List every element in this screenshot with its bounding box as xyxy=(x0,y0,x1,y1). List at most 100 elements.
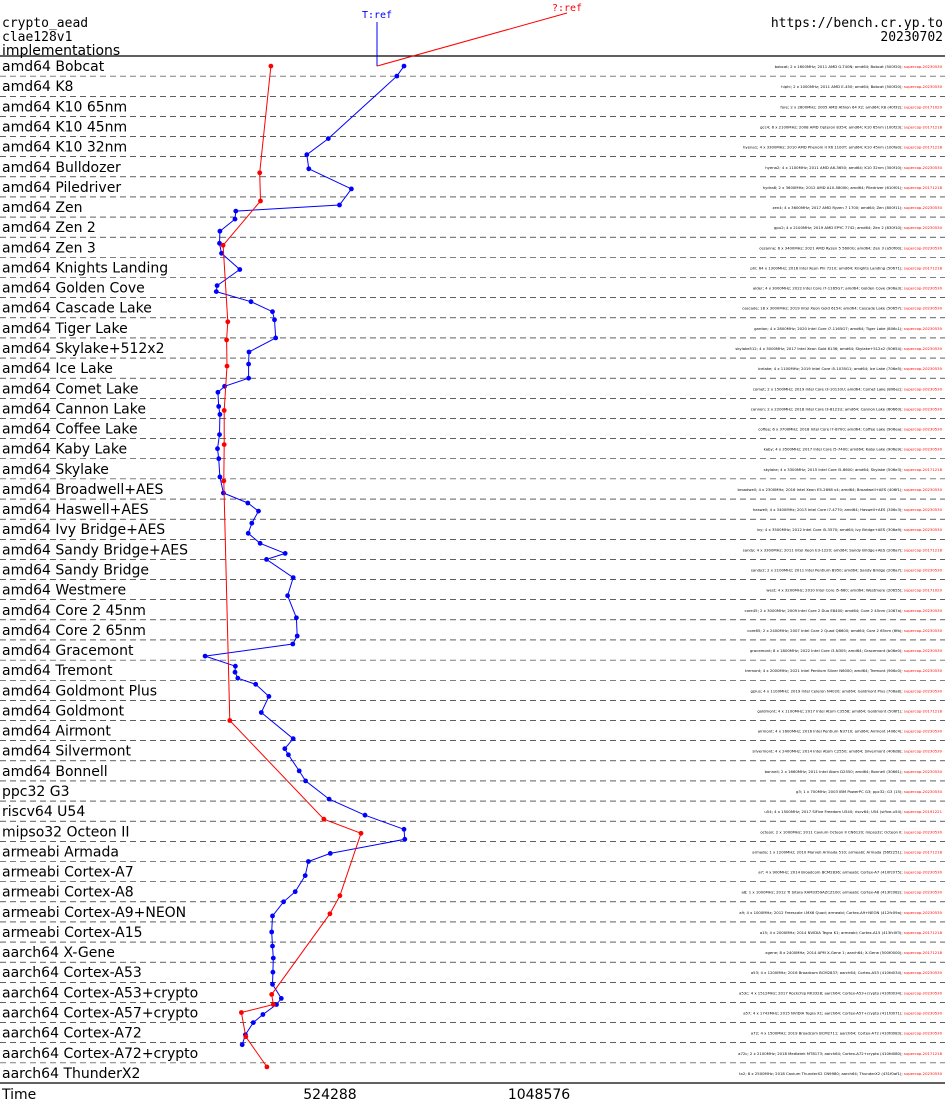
row-label: armeabi Cortex-A9+NEON xyxy=(2,905,186,921)
row-note: tx2; 8 x 2500MHz; 2018 Cavium ThunderX2 … xyxy=(739,1071,942,1076)
row-label: amd64 K10 65nm xyxy=(2,99,127,115)
x-tick-label-2: 1048576 xyxy=(508,1087,570,1103)
data-point xyxy=(258,198,263,204)
row-label: amd64 Goldmont Plus xyxy=(2,683,157,699)
row-note-version: supercop-20230530 xyxy=(904,769,943,774)
data-point xyxy=(269,929,275,935)
data-point xyxy=(401,826,407,832)
row-note: g3; 1 x 700MHz; 2003 IBM PowerPC G3; ppc… xyxy=(796,789,943,794)
data-point xyxy=(296,768,302,774)
data-point xyxy=(215,446,220,452)
data-point xyxy=(272,317,277,323)
row-note: a7; 4 x 900MHz; 2014 Broadcom BCM2836; a… xyxy=(758,870,942,875)
x-axis: Time 524288 1048576 xyxy=(1,1087,570,1103)
data-point xyxy=(401,63,407,69)
row-note-version: supercop-20230530 xyxy=(904,165,943,170)
row-label: amd64 Core 2 45nm xyxy=(2,603,146,619)
row-note: a72c; 2 x 2100MHz; 2018 Mediatek MT8173;… xyxy=(738,1051,942,1056)
data-point xyxy=(221,478,227,484)
row-note: icelake; 4 x 1100MHz; 2019 Intel Core i5… xyxy=(758,366,943,371)
row-label: armeabi Cortex-A7 xyxy=(2,865,134,881)
data-point xyxy=(239,1042,245,1048)
row-note-main: a9; 4 x 1000MHz; 2012 Freescale i.MX6 Qu… xyxy=(739,910,904,915)
data-point xyxy=(217,432,222,437)
row-label: amd64 Broadwell+AES xyxy=(2,482,163,498)
row-note: core65; 2 x 2400MHz; 2007 Intel Core 2 Q… xyxy=(747,628,942,633)
row-note-main: a72; 4 x 1500MHz; 2019 Broadcom BCM2711;… xyxy=(751,1031,904,1036)
row-note: alder; 4 x 3000MHz; 2022 Intel Core i7-1… xyxy=(753,286,943,291)
data-point xyxy=(290,736,296,742)
row-note-version: supercop-20171020 xyxy=(904,588,943,593)
row-label: aarch64 X-Gene xyxy=(2,945,115,961)
row-note-version: supercop-20230530 xyxy=(904,970,943,975)
data-point xyxy=(245,500,251,506)
row-note-version: supercop-20230530 xyxy=(904,890,943,895)
data-point xyxy=(294,633,300,639)
data-point xyxy=(281,899,286,905)
row-label: amd64 K10 32nm xyxy=(2,140,127,156)
row-note-main: silvermont; 4 x 2400MHz; 2014 Intel Atom… xyxy=(752,749,903,754)
row-note-version: supercop-20171218 xyxy=(904,849,943,854)
row-note: a53; 4 x 1200MHz; 2016 Broadcom BCM2837;… xyxy=(751,970,943,975)
data-point xyxy=(303,778,308,784)
data-point xyxy=(232,216,238,222)
row-note-version: supercop-20230530 xyxy=(904,648,943,653)
row-note-main: armada; 1 x 1200MHz; 2010 Marvell Armada… xyxy=(752,849,904,854)
data-point xyxy=(221,408,227,413)
row-label: amd64 Core 2 65nm xyxy=(2,623,146,639)
data-point xyxy=(270,913,275,919)
row-note-version: supercop-20171218 xyxy=(904,930,943,935)
row-note: skylake512; 4 x 3000MHz; 2017 Intel Xeon… xyxy=(735,346,942,351)
row-note-version: supercop-20230530 xyxy=(904,326,943,331)
row-label: amd64 Airmont xyxy=(2,724,111,740)
series-line xyxy=(222,66,362,1068)
row-label: armeabi Cortex-A15 xyxy=(2,925,143,941)
row-note-main: gcc4; 6 x 2100MHz; 2008 AMD Opteron 8354… xyxy=(760,124,904,129)
row-note-main: cascade; 18 x 3000MHz; 2019 Intel Xeon G… xyxy=(742,306,904,311)
row-note-main: tx2; 8 x 2500MHz; 2018 Cavium ThunderX2 … xyxy=(739,1071,904,1076)
data-point xyxy=(304,152,310,158)
series-t-ref xyxy=(202,63,408,1048)
row-note-version: supercop-20230530 xyxy=(904,306,943,311)
data-point xyxy=(302,873,308,878)
row-note-version: supercop-20230530 xyxy=(904,829,943,834)
row-label: amd64 Coffee Lake xyxy=(2,422,138,438)
marker-line-red xyxy=(376,12,568,67)
row-label: amd64 Silvermont xyxy=(2,744,132,760)
row-note-main: a15; 4 x 2000MHz; 2014 NVIDIA Tegra K1; … xyxy=(760,930,904,935)
row-note-version: supercop-20230530 xyxy=(904,628,943,633)
row-label: amd64 Bonnell xyxy=(2,764,108,780)
row-note-main: core65; 2 x 2400MHz; 2007 Intel Core 2 Q… xyxy=(747,628,904,633)
row-label: ppc32 G3 xyxy=(2,784,70,800)
header-line-1: crypto_aead xyxy=(2,16,88,31)
row-note-version: supercop-20171218 xyxy=(904,185,943,190)
row-note: skylake; 4 x 3300MHz; 2015 Intel Core i5… xyxy=(764,467,943,472)
row-label: amd64 Cascade Lake xyxy=(2,301,152,317)
row-note-main: gracemont; 8 x 1800MHz; 2022 Intel Core … xyxy=(750,648,904,653)
row-label: aarch64 ThunderX2 xyxy=(2,1066,140,1082)
row-note-version: supercop-20230530 xyxy=(904,729,943,734)
row-note: core45; 2 x 3000MHz; 2009 Intel Core 2 D… xyxy=(745,608,943,613)
row-note: bobcat; 2 x 1600MHz; 2011 AMD G-T40N; am… xyxy=(775,64,943,69)
row-note-version: supercop-20230530 xyxy=(904,1031,943,1036)
data-point xyxy=(349,186,354,192)
data-point xyxy=(216,456,222,462)
row-note-main: a53; 4 x 1200MHz; 2016 Broadcom BCM2837;… xyxy=(751,970,904,975)
row-note: ivy; 4 x 3500MHz; 2012 Intel Core i5-357… xyxy=(757,527,943,532)
row-note-version: supercop-20230530 xyxy=(904,568,943,573)
row-note-version: supercop-20171218 xyxy=(904,1051,943,1056)
row-note-main: a72c; 2 x 2100MHz; 2018 Mediatek MT8173;… xyxy=(738,1051,904,1056)
row-note-main: zen4; 4 x 3600MHz; 2017 AMD Ryzen 7 1700… xyxy=(772,205,903,210)
row-note: a53c; 4 x 1512MHz; 2017 Rockchip RK3328;… xyxy=(739,990,943,995)
row-label: amd64 Bulldozer xyxy=(2,160,121,176)
row-label: amd64 Haswell+AES xyxy=(2,502,149,518)
data-point xyxy=(278,996,284,1001)
data-point xyxy=(253,681,259,687)
row-note: comet; 2 x 1500MHz; 2019 Intel Core i3-1… xyxy=(753,386,943,391)
row-note-main: phi; 64 x 1300MHz; 2016 Intel Xeon Phi 7… xyxy=(750,265,903,270)
row-label: aarch64 Cortex-A57+crypto xyxy=(2,1006,198,1022)
row-label: amd64 Tiger Lake xyxy=(2,321,128,337)
row-note-main: g3; 1 x 700MHz; 2003 IBM PowerPC G3; ppc… xyxy=(796,789,904,794)
data-point xyxy=(217,240,222,246)
header-url: https://bench.cr.yp.to xyxy=(771,16,943,31)
